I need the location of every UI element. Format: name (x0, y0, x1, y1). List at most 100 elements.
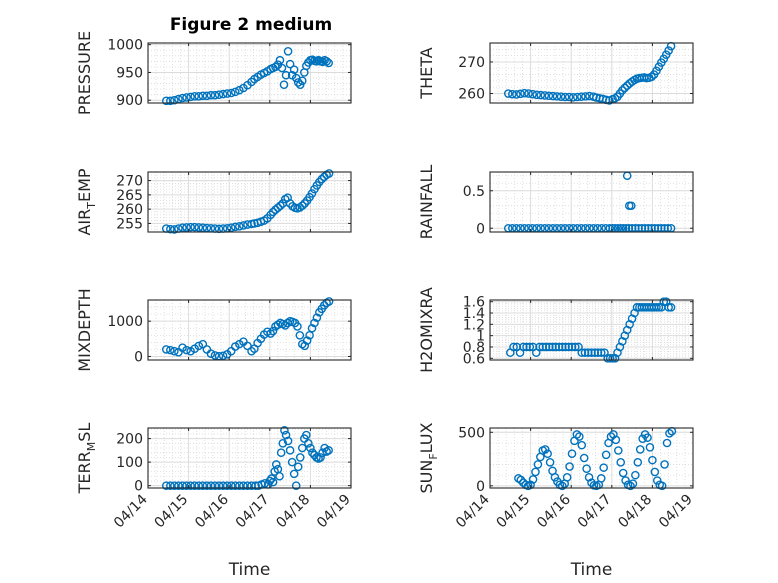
pressure-point (206, 90, 216, 100)
h2omixra-point (522, 342, 531, 352)
sun_flux-point (528, 475, 538, 484)
h2omixra-point (525, 342, 535, 352)
sun_flux-point (533, 460, 543, 469)
terr_msl-point (289, 469, 299, 479)
air_temp-ytick-label: 270 (116, 174, 143, 190)
theta-point (552, 92, 562, 101)
terr_msl-point (251, 481, 260, 490)
h2omixra-point (596, 348, 606, 357)
mixdepth-axes-frame (147, 299, 352, 361)
pressure-point (289, 65, 299, 74)
terr_msl-point (275, 471, 284, 481)
sun_flux-point (567, 449, 577, 459)
pressure-point (277, 63, 287, 73)
mixdepth-ytick-label: 0 (134, 349, 143, 365)
mixdepth-point (293, 322, 302, 331)
terr_msl-point (316, 453, 325, 462)
pressure-ylabel-main: PRESSURE (75, 31, 94, 115)
terr_msl-ylabel-rest: SL (75, 423, 94, 442)
theta-point (524, 89, 533, 98)
sun_flux-ytick-label: 0 (476, 479, 485, 495)
terr_msl-point (278, 438, 288, 448)
sun_flux-point (584, 472, 594, 482)
air_temp-point (186, 222, 195, 232)
sun_flux-point (609, 430, 618, 439)
h2omixra-point (535, 342, 544, 352)
air_temp-ytick-label: 260 (116, 202, 143, 218)
theta-point (618, 86, 627, 95)
pressure-point (226, 88, 236, 98)
air_temp-ylabel-subscript: T (85, 202, 98, 210)
h2omixra-ytick-label: 0.6 (463, 351, 485, 367)
pressure-point (275, 55, 285, 65)
mixdepth-point (310, 318, 319, 328)
h2omixra-ytick-label: 1 (476, 329, 485, 345)
h2omixra-ytick-label: 0.8 (463, 340, 485, 356)
rainfall-ylabel-main: RAINFALL (417, 165, 436, 240)
sun_flux-point (531, 467, 540, 477)
mixdepth-ticks: 0 1000 (107, 300, 352, 365)
sun_flux-point (543, 449, 552, 459)
h2omixra-ytick-label: 1.6 (463, 295, 485, 311)
h2omixra-point (557, 342, 567, 352)
mixdepth-point (266, 329, 275, 338)
air_temp-series (161, 169, 334, 234)
sun_flux-series (514, 426, 677, 491)
subplot-rainfall: 00.5 RAINFALL (417, 165, 694, 240)
terr_msl-point (276, 448, 286, 458)
mixdepth-point (268, 326, 278, 336)
h2omixra-point (544, 342, 554, 352)
theta-point (503, 89, 513, 98)
rainfall-ticks: 00.5 (463, 172, 694, 237)
theta-ylabel-main: THETA (417, 47, 436, 99)
pressure-point (198, 91, 208, 101)
terr_msl-ylabel-main: TERR (75, 451, 94, 494)
air_temp-point (198, 223, 208, 233)
rainfall-plot-area (490, 172, 693, 232)
air_temp-ylabel-main: AIR (75, 209, 94, 236)
air_temp-point (324, 169, 334, 178)
terr_msl-point (293, 462, 303, 472)
sun_flux-point (616, 457, 626, 467)
h2omixra-point (564, 342, 574, 352)
terr_msl-point (285, 446, 295, 455)
air_temp-point (273, 203, 283, 213)
air_temp-point (235, 221, 244, 231)
pressure-point (182, 93, 191, 102)
terr_msl-series (161, 426, 333, 490)
theta-point (508, 89, 517, 99)
mixdepth-point (295, 330, 305, 340)
pressure-point (194, 92, 204, 101)
h2omixra-point (583, 348, 593, 357)
rainfall-ylabel: RAINFALL (417, 165, 436, 240)
sun_flux-xlabel: Time (570, 560, 613, 580)
terr_msl-point (297, 443, 307, 453)
sun_flux-point (516, 475, 526, 485)
sun_flux-point (601, 450, 611, 460)
theta-point (564, 92, 574, 102)
terr_msl-ytick-label: 200 (116, 432, 143, 448)
sun_flux-ylabel-main: SUN (417, 460, 436, 494)
theta-point (620, 83, 630, 93)
terr_msl-point (190, 481, 199, 490)
sun_flux-axes-frame (489, 427, 694, 489)
sun_flux-point (614, 446, 623, 455)
sun_flux-ytick-label: 500 (458, 425, 485, 441)
pressure-point (324, 58, 333, 68)
air_temp-point (194, 223, 204, 232)
air_temp-ytick-label: 265 (116, 188, 143, 204)
mixdepth-point (206, 349, 216, 358)
air_temp-point (230, 222, 240, 232)
mixdepth-point (312, 313, 322, 322)
terr_msl-point (302, 430, 311, 440)
sun_flux-point (577, 440, 587, 450)
h2omixra-point (605, 353, 615, 363)
sun_flux-point (579, 453, 589, 463)
air_temp-ylabel: AIRTEMP (75, 168, 98, 235)
h2omixra-point (538, 342, 548, 352)
pressure-point (283, 47, 293, 56)
terr_msl-point (268, 477, 278, 487)
h2omixra-point (518, 342, 528, 352)
sun_flux-point (628, 479, 638, 489)
theta-ylabel: THETA (417, 47, 436, 99)
